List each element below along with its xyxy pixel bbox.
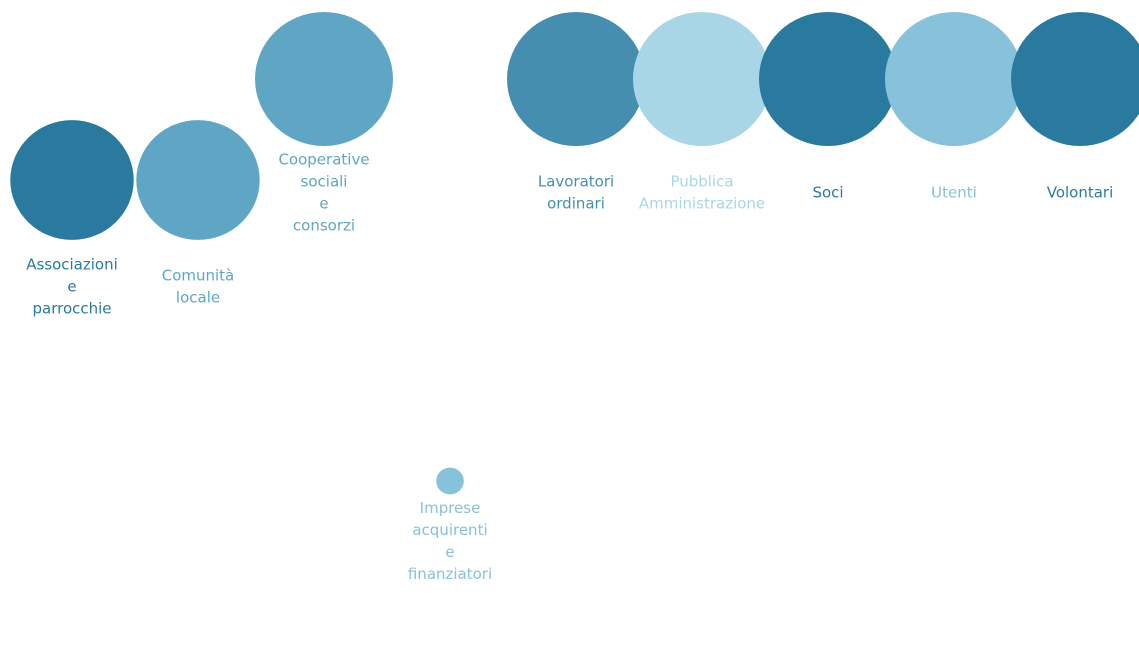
label-line: Utenti: [931, 184, 977, 202]
label-line: Soci: [812, 184, 843, 202]
label-line: finanziatori: [408, 565, 492, 583]
label-lavoratori-ordinari: Lavoratori ordinari: [538, 173, 614, 213]
label-line: sociali: [301, 173, 348, 191]
bubble-lavoratori-ordinari: [507, 12, 645, 146]
bubble-cooperative-sociali-e-consorzi: [255, 12, 393, 146]
label-line: Imprese: [420, 499, 481, 517]
label-associazioni-e-parrocchie: Associazioni e parrocchie: [26, 255, 118, 317]
label-volontari: Volontari: [1047, 184, 1114, 202]
bubble-associazioni-e-parrocchie: [10, 120, 134, 240]
label-line: e: [319, 195, 328, 213]
label-line: Amministrazione: [639, 195, 765, 213]
label-line: parrocchie: [32, 299, 111, 317]
bubble-comunita-locale: [136, 120, 260, 240]
label-imprese-acquirenti-e-finanziatori: Imprese acquirenti e finanziatori: [408, 499, 492, 583]
bubble-soci: [759, 12, 897, 146]
bubbles-layer: [10, 12, 1139, 495]
label-line: locale: [176, 288, 220, 306]
bubble-utenti: [885, 12, 1023, 146]
label-line: consorzi: [293, 217, 355, 235]
label-cooperative-sociali-e-consorzi: Cooperative sociali e consorzi: [278, 151, 369, 235]
label-line: Pubblica: [670, 173, 733, 191]
label-line: ordinari: [547, 195, 605, 213]
label-line: Associazioni: [26, 255, 118, 273]
label-soci: Soci: [812, 184, 843, 202]
label-line: Comunità: [162, 266, 235, 284]
label-line: acquirenti: [412, 521, 487, 539]
bubble-volontari: [1011, 12, 1139, 146]
label-line: e: [67, 277, 76, 295]
label-comunita-locale: Comunità locale: [162, 266, 235, 306]
label-line: e: [445, 543, 454, 561]
label-line: Volontari: [1047, 184, 1114, 202]
bubble-imprese-acquirenti-e-finanziatori: [436, 467, 464, 495]
label-pubblica-amministrazione: Pubblica Amministrazione: [639, 173, 765, 213]
bubble-pubblica-amministrazione: [633, 12, 771, 146]
labels-layer: Associazioni e parrocchie Comunità locale Coo…: [26, 151, 1113, 583]
label-line: Lavoratori: [538, 173, 614, 191]
label-utenti: Utenti: [931, 184, 977, 202]
label-line: Cooperative: [278, 151, 369, 169]
